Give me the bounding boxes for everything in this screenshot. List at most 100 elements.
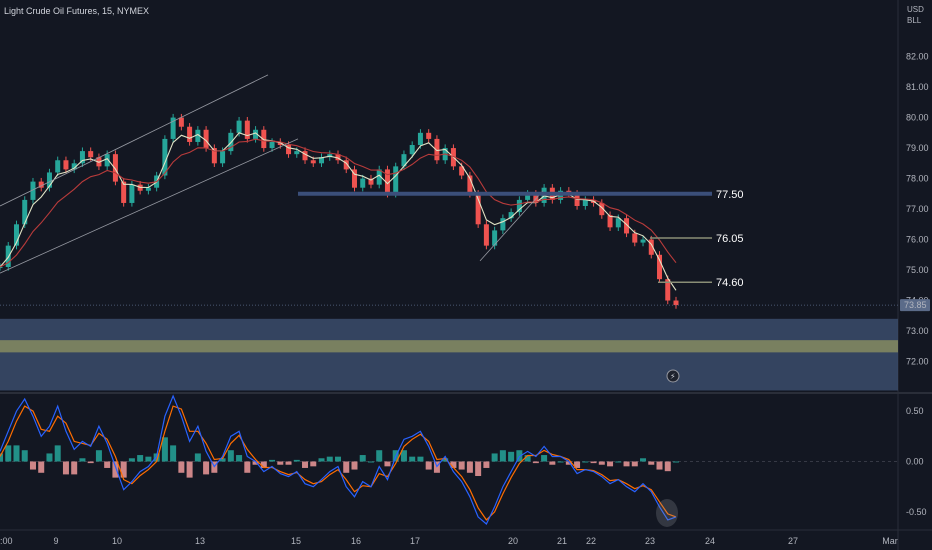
- price-tick: 81.00: [906, 82, 929, 92]
- last-price-value: 73.85: [904, 300, 927, 310]
- candle-body: [46, 172, 52, 188]
- histogram-bar: [153, 453, 160, 462]
- histogram-bar: [442, 458, 449, 462]
- candle-body: [492, 230, 498, 246]
- candle-body: [335, 154, 341, 161]
- histogram-bar: [549, 461, 556, 465]
- candle-body: [426, 132, 432, 139]
- trend-line: [479, 190, 544, 262]
- histogram-bar: [656, 461, 663, 470]
- histogram-bar: [664, 461, 671, 472]
- candle-body: [79, 151, 85, 164]
- zone-1: [0, 318, 898, 391]
- histogram-bar: [194, 453, 201, 462]
- candle-body: [657, 254, 663, 280]
- histogram-bar: [178, 461, 185, 473]
- price-tick: 77.00: [906, 204, 929, 214]
- candle-body: [508, 212, 514, 219]
- histogram-bar: [574, 461, 581, 468]
- candle-body: [360, 178, 366, 188]
- candle-body: [63, 160, 69, 170]
- level-label-74.60: 74.60: [716, 277, 744, 289]
- candle-body: [203, 129, 209, 149]
- histogram-bar: [46, 453, 53, 462]
- histogram-bar: [302, 461, 309, 468]
- candle-body: [434, 138, 440, 161]
- candle-body: [648, 239, 654, 255]
- ma-slow: [0, 138, 677, 268]
- candle-body: [38, 181, 44, 188]
- time-tick: 27: [788, 536, 798, 546]
- candle-body: [368, 178, 374, 185]
- histogram-bar: [29, 461, 36, 470]
- candle-body: [516, 199, 522, 213]
- candle-body: [409, 145, 415, 155]
- time-tick: 20: [508, 536, 518, 546]
- time-tick: 9: [53, 536, 58, 546]
- histogram-bar: [598, 461, 605, 465]
- histogram-bar: [71, 461, 78, 475]
- candle-body: [195, 129, 201, 142]
- chart-title: Light Crude Oil Futures, 15, NYMEX: [4, 6, 150, 16]
- time-tick: :00: [0, 536, 13, 546]
- histogram-bar: [120, 461, 127, 478]
- histogram-bar: [417, 456, 424, 462]
- price-tick: 72.00: [906, 357, 929, 367]
- histogram-bar: [21, 450, 28, 462]
- histogram-bar: [532, 461, 539, 464]
- price-tick: 76.00: [906, 235, 929, 245]
- candle-body: [236, 120, 242, 133]
- histogram-bar: [227, 450, 234, 462]
- histogram-bar: [293, 459, 300, 462]
- histogram-bar: [367, 461, 374, 463]
- candle-body: [525, 193, 531, 200]
- histogram-bar: [310, 461, 317, 467]
- histogram-bar: [425, 461, 432, 470]
- candle-body: [129, 184, 135, 203]
- histogram-bar: [137, 455, 144, 462]
- candle-body: [632, 233, 638, 243]
- histogram-bar: [384, 461, 391, 467]
- histogram-bar: [252, 461, 259, 465]
- time-tick: 21: [557, 536, 567, 546]
- histogram-bar: [450, 461, 457, 468]
- histogram-bar: [161, 437, 168, 462]
- histogram-bar: [466, 461, 473, 473]
- time-tick: 10: [112, 536, 122, 546]
- histogram-bar: [0, 453, 3, 462]
- price-tick: 82.00: [906, 52, 929, 62]
- candle-body: [384, 169, 390, 194]
- histogram-bar: [541, 455, 548, 462]
- candle-body: [607, 215, 613, 228]
- candle-body: [0, 266, 3, 268]
- candle-body: [294, 151, 300, 155]
- currency-label: USD BLL: [907, 4, 924, 26]
- candle-body: [343, 160, 349, 170]
- histogram-bar: [351, 461, 358, 470]
- price-tick: 79.00: [906, 143, 929, 153]
- candle-body: [665, 279, 671, 301]
- price-tick: 78.00: [906, 174, 929, 184]
- candle-body: [475, 193, 481, 225]
- candle-body: [13, 224, 19, 246]
- histogram-bar: [79, 458, 86, 462]
- histogram-bar: [359, 455, 366, 462]
- unit-code: BLL: [907, 16, 922, 25]
- time-tick: 15: [291, 536, 301, 546]
- macd-tick: -0.50: [906, 507, 927, 517]
- candle-body: [302, 151, 308, 161]
- histogram-bar: [87, 461, 94, 464]
- histogram-bar: [376, 450, 383, 462]
- histogram-bar: [615, 461, 622, 463]
- histogram-bar: [565, 461, 572, 465]
- time-tick: 24: [705, 536, 715, 546]
- lightning-glyph: ⚡: [670, 372, 676, 381]
- candle-body: [286, 145, 292, 155]
- histogram-bar: [54, 445, 61, 462]
- histogram-bar: [343, 461, 350, 473]
- histogram-bar: [112, 461, 119, 478]
- histogram-bar: [260, 461, 267, 468]
- candle-body: [640, 239, 646, 243]
- histogram-bar: [318, 458, 325, 462]
